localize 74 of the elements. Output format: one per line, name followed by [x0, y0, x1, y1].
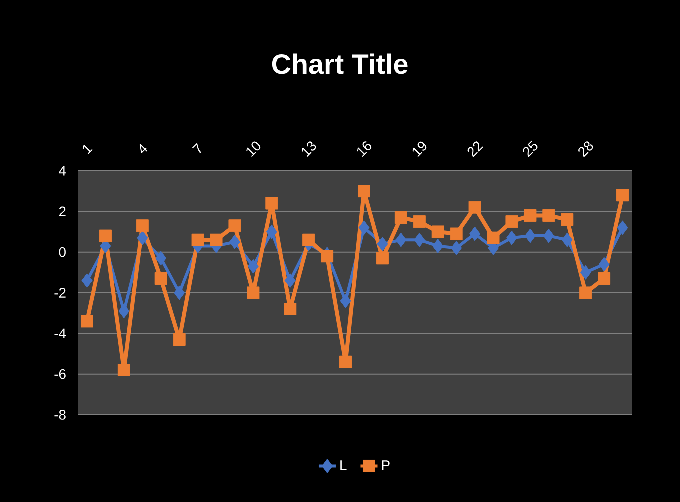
point	[396, 232, 407, 248]
point	[80, 315, 94, 328]
point	[248, 259, 259, 274]
point	[506, 230, 518, 246]
point	[302, 234, 316, 246]
point	[561, 214, 574, 226]
legend-label: L	[340, 460, 347, 470]
x-tick-label: 1	[83, 144, 93, 154]
point	[284, 274, 296, 288]
point	[506, 216, 518, 228]
point	[432, 226, 444, 238]
x-tick-label: 28	[578, 142, 594, 158]
y-tick-label: -2	[54, 288, 66, 298]
point	[136, 220, 149, 232]
y-tick-label: 0	[59, 247, 66, 258]
point	[524, 228, 536, 244]
point	[598, 257, 610, 272]
y-tick-label: 2	[59, 206, 66, 217]
point	[321, 250, 334, 263]
point	[470, 226, 481, 242]
point	[266, 224, 278, 240]
point	[451, 240, 462, 256]
point	[562, 232, 573, 248]
point	[340, 356, 352, 368]
point	[154, 272, 168, 285]
point	[82, 274, 93, 288]
point	[358, 220, 370, 236]
point	[266, 197, 278, 210]
point	[524, 209, 537, 222]
x-tick-label: 22	[468, 142, 484, 158]
point	[376, 252, 389, 265]
point	[228, 220, 242, 232]
point	[414, 232, 426, 248]
x-tick-label: 13	[302, 142, 316, 158]
point	[487, 232, 500, 244]
point	[580, 265, 592, 280]
point	[284, 303, 297, 316]
point	[156, 251, 167, 266]
point	[340, 294, 352, 308]
point	[118, 364, 130, 376]
point	[580, 286, 592, 300]
point	[598, 272, 611, 285]
point	[450, 228, 463, 240]
y-tick-label: 4	[59, 166, 66, 176]
chart-title: Chart Title	[272, 54, 408, 74]
point	[542, 209, 556, 222]
x-tick-label: 19	[412, 142, 427, 158]
x-tick-label: 25	[523, 140, 538, 158]
point	[192, 234, 204, 246]
point	[118, 304, 130, 319]
point	[247, 286, 260, 300]
x-tick-label: 7	[192, 143, 202, 154]
point	[394, 212, 408, 224]
point	[174, 286, 186, 300]
legend-label: P	[382, 460, 390, 470]
y-tick-label: -8	[54, 410, 66, 420]
point	[137, 230, 148, 246]
point	[358, 185, 370, 198]
x-tick-label: 16	[357, 142, 372, 158]
point	[617, 220, 628, 236]
point	[173, 334, 186, 346]
point	[377, 236, 388, 252]
point	[468, 201, 482, 214]
x-tick-label: 10	[246, 142, 261, 158]
point	[99, 230, 112, 242]
x-tick-label: 4	[140, 144, 148, 154]
point	[616, 189, 630, 202]
point	[543, 228, 554, 244]
point	[413, 216, 426, 228]
point	[229, 234, 240, 250]
point	[210, 234, 223, 246]
y-tick-label: -6	[54, 369, 66, 380]
point	[432, 238, 444, 254]
y-tick-label: -4	[54, 328, 66, 338]
